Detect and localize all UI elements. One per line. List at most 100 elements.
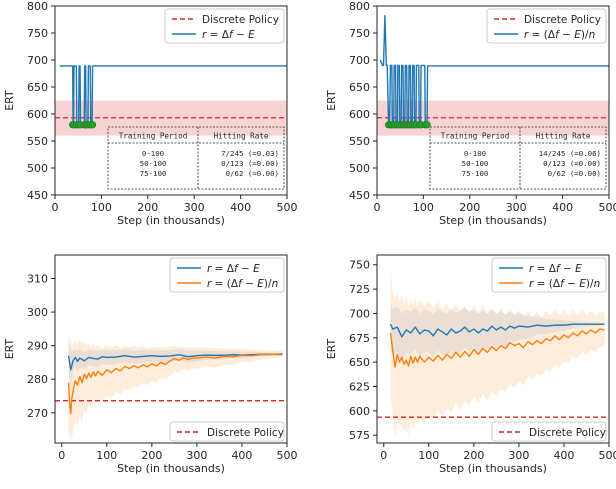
plot-area bbox=[377, 269, 609, 441]
y-tick-label: 600 bbox=[349, 108, 370, 121]
legend-label: r = Δf − E bbox=[202, 29, 255, 41]
table-rate-cell: 0/123 (=0.00) bbox=[543, 159, 601, 168]
y-tick-label: 650 bbox=[27, 81, 48, 94]
legend-label: Discrete Policy bbox=[207, 427, 284, 439]
table-frame bbox=[107, 126, 285, 190]
y-tick-label: 625 bbox=[349, 381, 370, 394]
math-part: f bbox=[556, 263, 562, 275]
math-part: n bbox=[589, 29, 596, 41]
math-part: f bbox=[238, 278, 244, 290]
math-part: )/ bbox=[264, 278, 272, 290]
x-tick-label: 300 bbox=[186, 449, 207, 462]
table-header: Training Period bbox=[119, 132, 188, 141]
math-part: f bbox=[560, 278, 566, 290]
legend-label: Discrete Policy bbox=[524, 14, 601, 26]
math-part: = (Δ bbox=[528, 29, 556, 41]
x-tick-label: 200 bbox=[141, 449, 162, 462]
math-part: E bbox=[575, 263, 582, 275]
x-tick-label: 0 bbox=[380, 449, 387, 462]
y-tick-label: 675 bbox=[349, 332, 370, 345]
math-part: = Δ bbox=[533, 263, 556, 275]
y-tick-label: 750 bbox=[349, 259, 370, 272]
plot-area bbox=[377, 15, 609, 136]
x-tick-label: 300 bbox=[184, 201, 205, 214]
math-part: n bbox=[272, 278, 279, 290]
table-rate-cell: 0/123 (=0.00) bbox=[221, 159, 279, 168]
y-tick-label: 600 bbox=[349, 405, 370, 418]
y-tick-label: 600 bbox=[27, 108, 48, 121]
math-part: − bbox=[238, 263, 253, 275]
math-part: E bbox=[257, 278, 264, 290]
math-part: − bbox=[564, 278, 579, 290]
y-tick-label: 750 bbox=[27, 27, 48, 40]
legend: Discrete Policy r = (Δf − E)/n bbox=[486, 8, 607, 44]
legend-frame bbox=[491, 421, 607, 442]
x-tick-label: 100 bbox=[91, 201, 112, 214]
hitting-rate-table: Training Period Hitting Rate 0-100 7/245 (=… bbox=[107, 126, 285, 190]
y-tick-label: 550 bbox=[27, 135, 48, 148]
axes-frame bbox=[376, 5, 610, 196]
y-tick-label: 500 bbox=[349, 162, 370, 175]
math-part: f bbox=[229, 29, 235, 41]
series-line-0 bbox=[67, 353, 283, 371]
math-part: r bbox=[207, 278, 212, 290]
legend-label: r = Δf − E bbox=[529, 263, 582, 275]
table-period-cell: 0-100 bbox=[142, 149, 164, 158]
table-period-cell: 0-100 bbox=[464, 149, 486, 158]
chart-tl: 0 100 200 300 400 500 450 500 550 600 650 700 750 800… bbox=[3, 0, 298, 227]
x-tick-label: 500 bbox=[277, 449, 298, 462]
math-part: − bbox=[559, 29, 574, 41]
y-tick-label: 270 bbox=[27, 407, 48, 420]
y-tick-label: 725 bbox=[349, 283, 370, 296]
series-line-1 bbox=[389, 328, 605, 368]
math-part: = (Δ bbox=[211, 278, 239, 290]
y-tick-label: 290 bbox=[27, 340, 48, 353]
chart-bl: 0 100 200 300 400 500 270 280 290 300 310 Step (in … bbox=[3, 254, 298, 475]
math-part: = (Δ bbox=[533, 278, 561, 290]
plot-area bbox=[55, 65, 287, 136]
legend-discrete: Discrete Policy bbox=[491, 421, 607, 442]
x-tick-label: 500 bbox=[599, 201, 616, 214]
math-part: r bbox=[207, 263, 212, 275]
y-tick-label: 450 bbox=[349, 189, 370, 202]
math-part: − bbox=[560, 263, 575, 275]
axes-frame bbox=[54, 5, 288, 196]
table-header: Hitting Rate bbox=[536, 132, 591, 141]
legend-label: r = (Δf − E)/n bbox=[207, 278, 278, 290]
table-rate-cell: 14/245 (=0.06) bbox=[539, 149, 601, 158]
y-tick-label: 310 bbox=[27, 273, 48, 286]
math-part: r bbox=[202, 29, 207, 41]
table-period-cell: 75-100 bbox=[462, 169, 489, 178]
axes-frame bbox=[376, 254, 610, 444]
hit-point bbox=[423, 121, 431, 129]
math-part: )/ bbox=[581, 29, 589, 41]
math-part: = Δ bbox=[211, 263, 234, 275]
y-tick-label: 650 bbox=[349, 81, 370, 94]
table-rate-cell: 7/245 (=0.03) bbox=[221, 149, 279, 158]
math-part: r bbox=[524, 29, 529, 41]
x-tick-label: 200 bbox=[463, 449, 484, 462]
legend-label: Discrete Policy bbox=[529, 427, 606, 439]
table-period-cell: 50-100 bbox=[140, 159, 167, 168]
y-axis-label: ERT bbox=[3, 90, 16, 111]
legend-frame bbox=[169, 421, 285, 442]
table-header: Training Period bbox=[441, 132, 510, 141]
chart-tr: 0 100 200 300 400 500 450 500 550 600 650 700 750 800… bbox=[325, 0, 616, 227]
math-part: = Δ bbox=[206, 29, 229, 41]
y-tick-label: 700 bbox=[349, 54, 370, 67]
y-tick-label: 700 bbox=[27, 54, 48, 67]
y-tick-label: 800 bbox=[349, 0, 370, 13]
table-header: Hitting Rate bbox=[214, 132, 269, 141]
x-tick-label: 400 bbox=[553, 449, 574, 462]
x-axis-label: Step (in thousands) bbox=[117, 214, 225, 227]
math-part: − bbox=[233, 29, 248, 41]
math-part: E bbox=[248, 29, 255, 41]
math-part: n bbox=[594, 278, 601, 290]
math-part: f bbox=[555, 29, 561, 41]
y-tick-label: 450 bbox=[27, 189, 48, 202]
math-part: − bbox=[242, 278, 257, 290]
y-tick-label: 550 bbox=[349, 135, 370, 148]
x-axis-label: Step (in thousands) bbox=[439, 214, 547, 227]
x-axis-label: Step (in thousands) bbox=[117, 462, 225, 475]
x-tick-label: 200 bbox=[137, 201, 158, 214]
